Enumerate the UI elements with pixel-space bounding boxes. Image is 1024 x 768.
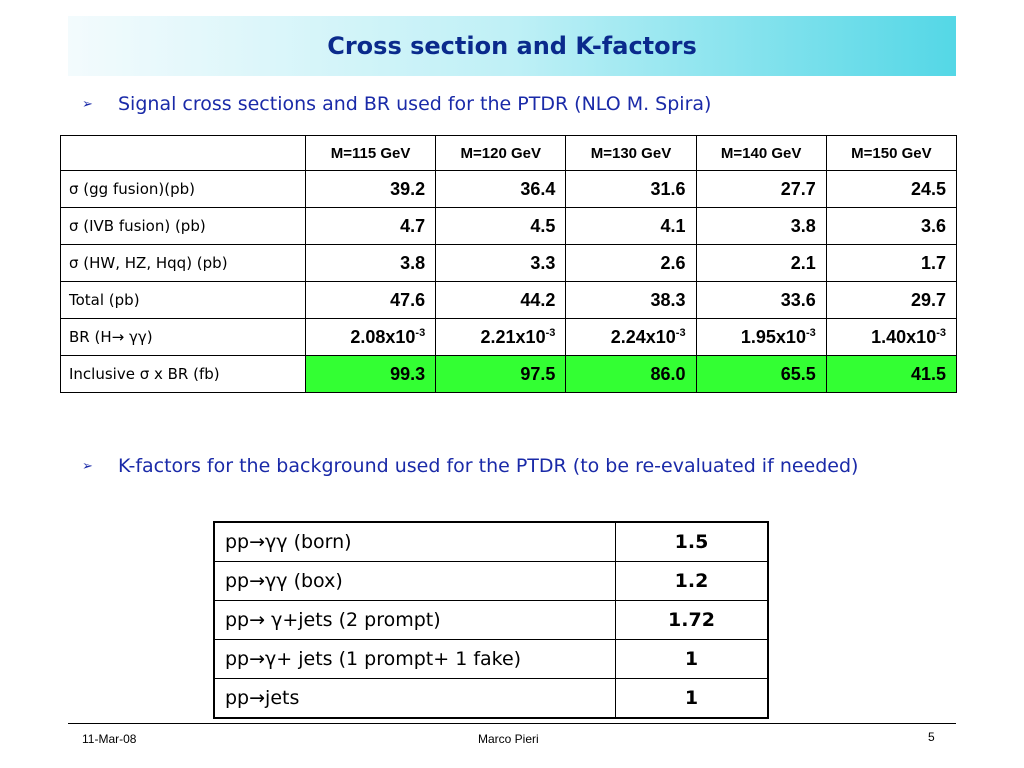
bullet-signal: ➢ Signal cross sections and BR used for … [82, 90, 942, 119]
table-cell: 1.7 [825, 244, 958, 282]
table-cell: 97.5 [435, 355, 567, 393]
table-row: Total (pb) 47.6 44.2 38.3 33.6 29.7 [60, 281, 958, 319]
footer-date: 11-Mar-08 [82, 732, 137, 746]
mass-header: M=130 GeV [565, 135, 697, 171]
table-cell: 33.6 [695, 281, 827, 319]
br-mantissa: 2.24x10 [610, 326, 676, 347]
mass-header: M=140 GeV [695, 135, 827, 171]
table-cell: 2.6 [565, 244, 697, 282]
table-cell: 2.08x10-3 [304, 318, 437, 356]
row-label: σ (HW, HZ, Hqq) (pb) [60, 244, 306, 282]
table-row: σ (HW, HZ, Hqq) (pb) 3.8 3.3 2.6 2.1 1.7 [60, 244, 958, 282]
process-cell: pp→γγ (born) [213, 521, 616, 562]
table-cell: 86.0 [565, 355, 697, 393]
table-cell: 29.7 [825, 281, 958, 319]
row-label: Inclusive σ x BR (fb) [60, 355, 306, 393]
kfactor-table: pp→γγ (born) 1.5 pp→γγ (box) 1.2 pp→ γ+j… [213, 521, 769, 719]
row-label: σ (gg fusion)(pb) [60, 170, 306, 208]
process-cell: pp→jets [213, 678, 616, 719]
br-exponent: -3 [545, 326, 556, 339]
table-row-highlighted: Inclusive σ x BR (fb) 99.3 97.5 86.0 65.… [60, 355, 958, 393]
mass-header: M=115 GeV [304, 135, 437, 171]
table-cell: 4.7 [304, 207, 437, 245]
process-cell: pp→γ+ jets (1 prompt+ 1 fake) [213, 639, 616, 679]
br-mantissa: 2.21x10 [480, 326, 546, 347]
title-bar: Cross section and K-factors [68, 16, 956, 76]
kfactor-cell: 1 [615, 639, 769, 679]
table-cell: 41.5 [825, 355, 958, 393]
page-number: 5 [928, 730, 935, 744]
table-row: pp→ γ+jets (2 prompt) 1.72 [213, 600, 769, 640]
br-exponent: -3 [415, 326, 426, 339]
process-cell: pp→ γ+jets (2 prompt) [213, 600, 616, 640]
br-exponent: -3 [675, 326, 686, 339]
table-cell: 3.8 [695, 207, 827, 245]
row-label: Total (pb) [60, 281, 306, 319]
table-row-br: BR (H→ γγ) 2.08x10-3 2.21x10-3 2.24x10-3… [60, 318, 958, 356]
slide-title: Cross section and K-factors [327, 32, 697, 60]
br-exponent: -3 [805, 326, 816, 339]
process-cell: pp→γγ (box) [213, 561, 616, 601]
mass-header: M=150 GeV [825, 135, 958, 171]
table-cell: 4.5 [435, 207, 567, 245]
table-cell: 44.2 [435, 281, 567, 319]
kfactor-cell: 1.72 [615, 600, 769, 640]
table-cell: 3.6 [825, 207, 958, 245]
table-cell: 39.2 [304, 170, 437, 208]
bullet-kfactors-text: K-factors for the background used for th… [118, 455, 859, 477]
bullet-signal-text: Signal cross sections and BR used for th… [118, 93, 712, 115]
table-cell: 1.95x10-3 [695, 318, 827, 356]
table-cell: 2.1 [695, 244, 827, 282]
signal-table-corner-cell [60, 135, 306, 171]
table-cell: 27.7 [695, 170, 827, 208]
table-cell: 38.3 [565, 281, 697, 319]
table-cell: 2.21x10-3 [435, 318, 567, 356]
row-label: σ (IVB fusion) (pb) [60, 207, 306, 245]
table-cell: 36.4 [435, 170, 567, 208]
table-cell: 65.5 [695, 355, 827, 393]
br-mantissa: 1.40x10 [871, 326, 937, 347]
br-mantissa: 1.95x10 [740, 326, 806, 347]
kfactor-cell: 1.5 [615, 521, 769, 562]
table-cell: 3.3 [435, 244, 567, 282]
table-cell: 47.6 [304, 281, 437, 319]
table-row: pp→γγ (born) 1.5 [213, 521, 769, 562]
table-cell: 31.6 [565, 170, 697, 208]
table-row: pp→γ+ jets (1 prompt+ 1 fake) 1 [213, 639, 769, 679]
table-row: σ (IVB fusion) (pb) 4.7 4.5 4.1 3.8 3.6 [60, 207, 958, 245]
table-row: pp→γγ (box) 1.2 [213, 561, 769, 601]
footer-author: Marco Pieri [478, 732, 539, 746]
row-label: BR (H→ γγ) [60, 318, 306, 356]
bullet-kfactors: ➢ K-factors for the background used for … [82, 452, 942, 481]
kfactor-cell: 1.2 [615, 561, 769, 601]
table-cell: 99.3 [304, 355, 437, 393]
mass-header: M=120 GeV [435, 135, 567, 171]
br-mantissa: 2.08x10 [350, 326, 416, 347]
br-exponent: -3 [936, 326, 946, 339]
signal-table-header-row: M=115 GeV M=120 GeV M=130 GeV M=140 GeV … [60, 135, 958, 171]
arrow-bullet-icon: ➢ [82, 459, 93, 474]
table-cell: 1.40x10-3 [825, 318, 958, 356]
signal-cross-section-table: M=115 GeV M=120 GeV M=130 GeV M=140 GeV … [60, 135, 958, 393]
footer-divider [68, 723, 956, 724]
table-cell: 3.8 [304, 244, 437, 282]
table-cell: 4.1 [565, 207, 697, 245]
table-row: σ (gg fusion)(pb) 39.2 36.4 31.6 27.7 24… [60, 170, 958, 208]
table-cell: 2.24x10-3 [565, 318, 697, 356]
table-cell: 24.5 [825, 170, 958, 208]
kfactor-cell: 1 [615, 678, 769, 719]
table-row: pp→jets 1 [213, 678, 769, 719]
arrow-bullet-icon: ➢ [82, 97, 93, 112]
